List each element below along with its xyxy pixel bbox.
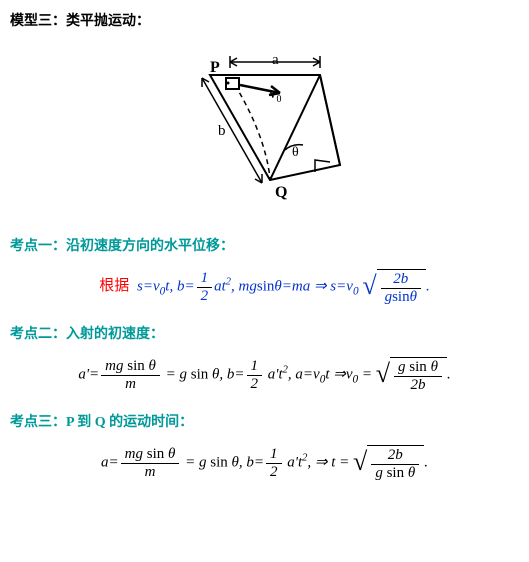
label-v0: v0 (269, 86, 282, 105)
f3-sqrt: √2bg sin θ (353, 445, 424, 481)
f1-eq2: = (184, 278, 194, 294)
f3-eq4: = (339, 454, 349, 470)
formula-3: a=mg sin θm = g sin θ, b=12 a't2, ⇒ t = … (10, 445, 519, 481)
formula-1: 根据 s=v0t, b=12at2, mgsinθ=ma ⇒ s=v0 √2bg… (10, 269, 519, 305)
f2-v2: v (346, 366, 353, 382)
f2-c1: , (219, 366, 223, 382)
f1-a: a (214, 278, 222, 294)
label-P: P (210, 59, 220, 76)
f1-ma: ma (292, 278, 310, 294)
f1-imp: ⇒ (314, 278, 327, 294)
label-Q: Q (275, 184, 287, 201)
f3-half: 12 (266, 446, 282, 480)
f3-fn: mg sin θ (121, 446, 180, 464)
f2-dot: . (447, 366, 451, 382)
f2-z2: 0 (353, 373, 359, 385)
f2-fd: m (101, 376, 160, 393)
f1-mg: mg (239, 278, 257, 294)
f3-fd: m (121, 464, 180, 481)
f2-c2: , (288, 366, 292, 382)
f1-sqrt: √2bgsinθ (362, 269, 426, 305)
formula-2: a'=mg sin θm = g sin θ, b=12 a't2, a=v0t… (10, 357, 519, 393)
diagram-container: P a b v0 θ Q (10, 50, 519, 215)
f3-hd: 2 (266, 464, 282, 481)
f1-hd: 2 (197, 288, 213, 305)
f2-half: 12 (247, 358, 263, 392)
f2-v: v (313, 366, 320, 382)
f2-a3: a (295, 366, 303, 382)
model-title: 模型三：类平抛运动： (10, 10, 519, 30)
f3-b: b (246, 454, 254, 470)
f3-a2: a' (287, 454, 298, 470)
f2-eq4: = (303, 366, 313, 382)
f3-c2: , (307, 454, 311, 470)
f2-hn: 1 (247, 358, 263, 376)
f2-eq2: = (166, 366, 176, 382)
f3-frac1: mg sin θm (121, 446, 180, 480)
f3-t2: t (331, 454, 335, 470)
f3-imp: ⇒ (315, 454, 328, 470)
f3-hn: 1 (266, 446, 282, 464)
f3-eq1: = (109, 454, 119, 470)
f3-rd: g sin θ (371, 465, 419, 482)
f2-frac1: mg sin θm (101, 358, 160, 392)
f2-rd: 2b (394, 377, 442, 394)
f3-c1: , (239, 454, 243, 470)
f2-eq1: = (89, 366, 99, 382)
f2-imp: ⇒ (333, 366, 346, 382)
section-3-label: 考点三：P 到 Q 的运动时间： (10, 411, 519, 431)
f1-eq3: = (282, 278, 292, 294)
f3-eq3: = (254, 454, 264, 470)
f3-rn: 2b (371, 447, 419, 465)
f3-sin: sin (210, 454, 228, 470)
f1-c1: , (169, 278, 173, 294)
f2-a1: a' (78, 366, 89, 382)
f2-eq5: = (362, 366, 372, 382)
f3-dot: . (424, 454, 428, 470)
f1-v: v (153, 278, 160, 294)
f3-g: g (199, 454, 207, 470)
f1-sin: sin (257, 278, 275, 294)
label-b: b (218, 123, 226, 139)
label-a: a (272, 52, 279, 68)
label-theta: θ (292, 145, 299, 160)
f1-dot: . (426, 278, 430, 294)
f1-half: 12 (197, 270, 213, 304)
f2-rn: g sin θ (394, 359, 442, 377)
f1-c2: , (231, 278, 235, 294)
f3-eq2: = (185, 454, 195, 470)
f1-z2: 0 (353, 285, 359, 297)
f2-t2: t (325, 366, 329, 382)
f2-hd: 2 (247, 376, 263, 393)
formula-1-prefix: 根据 (99, 278, 129, 294)
f1-rd: gsinθ (381, 289, 421, 306)
f1-hn: 1 (197, 270, 213, 288)
f1-eq4: = (336, 278, 346, 294)
f1-rn: 2b (381, 271, 421, 289)
f2-sin: sin (191, 366, 209, 382)
projectile-diagram: P a b v0 θ Q (165, 50, 365, 210)
f2-fn: mg sin θ (101, 358, 160, 376)
section-1-label: 考点一：沿初速度方向的水平位移： (10, 235, 519, 255)
f3-a1: a (101, 454, 109, 470)
section-2-label: 考点二：入射的初速度： (10, 323, 519, 343)
f2-g: g (180, 366, 188, 382)
f2-eq3: = (234, 366, 244, 382)
f2-sqrt: √g sin θ2b (376, 357, 447, 393)
f3-th: θ (232, 454, 239, 470)
f2-a2: a' (268, 366, 279, 382)
f1-th: θ (274, 278, 281, 294)
f1-eq1: = (143, 278, 153, 294)
f1-v2: v (346, 278, 353, 294)
